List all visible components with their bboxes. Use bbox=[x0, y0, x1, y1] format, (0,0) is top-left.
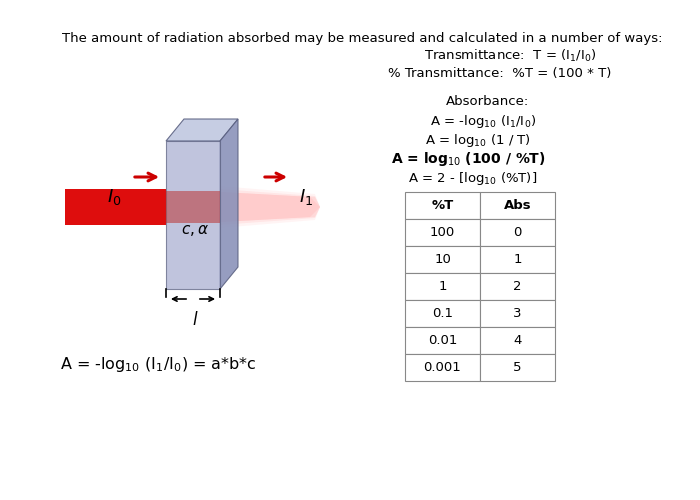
Text: $l$: $l$ bbox=[192, 311, 198, 329]
Text: 0: 0 bbox=[513, 226, 522, 239]
Polygon shape bbox=[166, 119, 238, 141]
Text: Transmittance:  T = (I$_1$/I$_0$): Transmittance: T = (I$_1$/I$_0$) bbox=[424, 48, 596, 64]
Bar bbox=[405, 219, 480, 246]
Polygon shape bbox=[166, 141, 220, 289]
Bar bbox=[480, 300, 555, 327]
Text: %T: %T bbox=[431, 199, 454, 212]
Text: 0.001: 0.001 bbox=[424, 361, 461, 374]
Bar bbox=[405, 300, 480, 327]
Bar bbox=[405, 354, 480, 381]
Text: 5: 5 bbox=[513, 361, 522, 374]
Polygon shape bbox=[220, 192, 320, 222]
Bar bbox=[405, 192, 480, 219]
Bar bbox=[480, 354, 555, 381]
Text: The amount of radiation absorbed may be measured and calculated in a number of w: The amount of radiation absorbed may be … bbox=[62, 32, 662, 45]
Text: $I_1$: $I_1$ bbox=[299, 187, 313, 207]
Text: 100: 100 bbox=[430, 226, 455, 239]
Text: 3: 3 bbox=[513, 307, 522, 320]
Text: Absorbance:: Absorbance: bbox=[447, 95, 530, 108]
Polygon shape bbox=[220, 119, 238, 289]
Text: A = -log$_{10}$ (I$_1$/I$_0$) = a*b*c: A = -log$_{10}$ (I$_1$/I$_0$) = a*b*c bbox=[60, 356, 256, 374]
Polygon shape bbox=[166, 191, 220, 223]
Polygon shape bbox=[220, 192, 320, 222]
Bar bbox=[405, 327, 480, 354]
Text: 10: 10 bbox=[434, 253, 451, 266]
Bar bbox=[480, 327, 555, 354]
Text: $I_0$: $I_0$ bbox=[106, 187, 121, 207]
Bar bbox=[480, 246, 555, 273]
Text: Abs: Abs bbox=[504, 199, 531, 212]
Text: A = -log$_{10}$ (I$_1$/I$_0$): A = -log$_{10}$ (I$_1$/I$_0$) bbox=[430, 113, 536, 130]
Bar bbox=[480, 192, 555, 219]
Text: 1: 1 bbox=[438, 280, 447, 293]
Text: A = 2 - [log$_{10}$ (%T)]: A = 2 - [log$_{10}$ (%T)] bbox=[408, 170, 538, 187]
Polygon shape bbox=[220, 186, 320, 228]
Text: A = log$_{10}$ (1 / T): A = log$_{10}$ (1 / T) bbox=[425, 132, 531, 149]
Text: A = log$_{10}$ (100 / %T): A = log$_{10}$ (100 / %T) bbox=[391, 150, 545, 168]
Text: $c, \alpha$: $c, \alpha$ bbox=[181, 223, 209, 238]
Text: % Transmittance:  %T = (100 * T): % Transmittance: %T = (100 * T) bbox=[389, 67, 612, 80]
Bar bbox=[480, 219, 555, 246]
Text: 1: 1 bbox=[513, 253, 522, 266]
Polygon shape bbox=[220, 189, 320, 225]
Bar bbox=[480, 273, 555, 300]
Text: 0.01: 0.01 bbox=[428, 334, 457, 347]
Polygon shape bbox=[65, 189, 166, 225]
Text: 0.1: 0.1 bbox=[432, 307, 453, 320]
Text: 2: 2 bbox=[513, 280, 522, 293]
Bar bbox=[405, 246, 480, 273]
Bar bbox=[405, 273, 480, 300]
Text: 4: 4 bbox=[513, 334, 522, 347]
